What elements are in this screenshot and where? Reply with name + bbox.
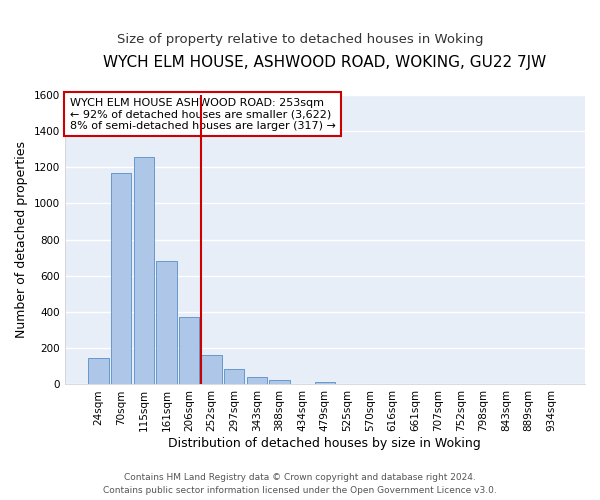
Bar	[88, 358, 109, 384]
Bar	[314, 382, 335, 384]
Bar	[179, 316, 199, 384]
Bar	[269, 380, 290, 384]
Bar	[134, 157, 154, 384]
Bar	[202, 354, 222, 384]
Y-axis label: Number of detached properties: Number of detached properties	[15, 141, 28, 338]
Bar	[224, 369, 244, 384]
Bar	[111, 172, 131, 384]
Bar	[156, 262, 176, 384]
Text: WYCH ELM HOUSE ASHWOOD ROAD: 253sqm
← 92% of detached houses are smaller (3,622): WYCH ELM HOUSE ASHWOOD ROAD: 253sqm ← 92…	[70, 98, 336, 131]
Bar	[247, 377, 267, 384]
X-axis label: Distribution of detached houses by size in Woking: Distribution of detached houses by size …	[169, 437, 481, 450]
Title: WYCH ELM HOUSE, ASHWOOD ROAD, WOKING, GU22 7JW: WYCH ELM HOUSE, ASHWOOD ROAD, WOKING, GU…	[103, 55, 547, 70]
Text: Size of property relative to detached houses in Woking: Size of property relative to detached ho…	[117, 32, 483, 46]
Text: Contains HM Land Registry data © Crown copyright and database right 2024.
Contai: Contains HM Land Registry data © Crown c…	[103, 474, 497, 495]
